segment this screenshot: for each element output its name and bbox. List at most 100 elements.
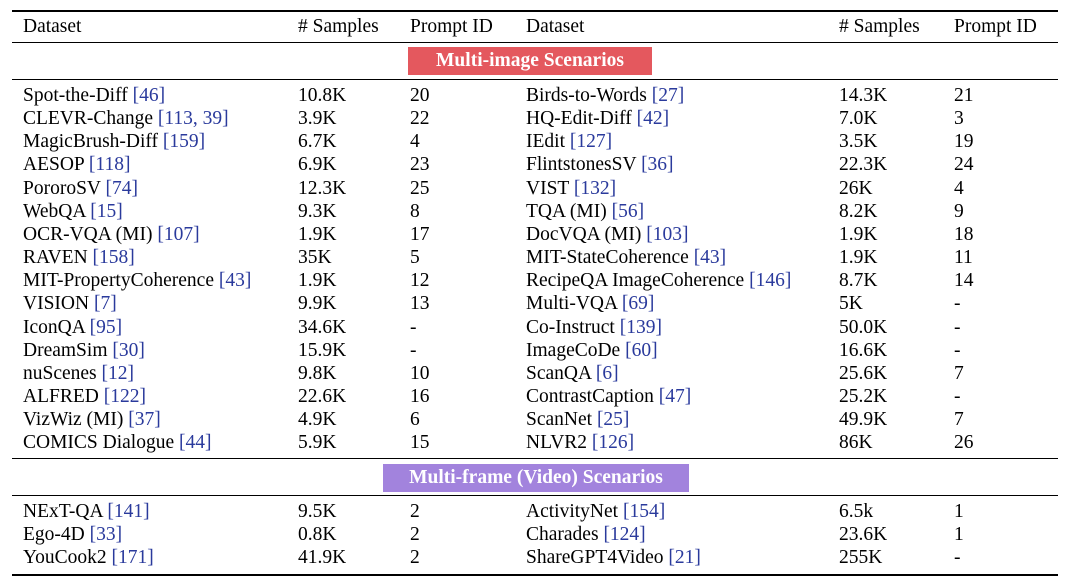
dataset-name-left: DreamSim [30] [23, 339, 145, 362]
dataset-name-right: MIT-StateCoherence [43] [526, 246, 726, 269]
citation-link[interactable]: [107] [157, 224, 200, 245]
prompt-id-right: 19 [954, 131, 974, 152]
citation-link[interactable]: [103] [646, 224, 689, 245]
dataset-label: WebQA [23, 201, 86, 222]
dataset-name-right: ScanQA [6] [526, 362, 619, 385]
section-banner-multi-image: Multi-image Scenarios [408, 47, 652, 75]
citation-link[interactable]: [74] [105, 178, 139, 199]
dataset-name-right: TQA (MI) [56] [526, 200, 644, 223]
citation-link[interactable]: [33] [89, 524, 123, 545]
citation-link[interactable]: [159] [162, 131, 206, 152]
citation-link[interactable]: [132] [573, 178, 617, 199]
citation-link[interactable]: [126] [591, 432, 635, 453]
citation-link[interactable]: [37] [128, 409, 161, 430]
citation-link[interactable]: [171] [111, 547, 154, 568]
dataset-name-right: ContrastCaption [47] [526, 385, 691, 408]
header-samples-left: # Samples [298, 16, 379, 37]
prompt-id-right: - [954, 386, 961, 407]
prompt-id-left: 4 [410, 131, 420, 152]
dataset-label: ShareGPT4Video [526, 547, 664, 568]
prompt-id-right: 7 [954, 363, 964, 384]
dataset-label: AESOP [23, 154, 85, 175]
dataset-name-left: CLEVR-Change [113, 39] [23, 107, 229, 130]
citation-link[interactable]: [36] [641, 154, 674, 175]
dataset-name-left: Spot-the-Diff [46] [23, 84, 165, 107]
citation-link[interactable]: [42] [636, 108, 670, 129]
citation-link[interactable]: [47] [658, 386, 692, 407]
samples-count-left: 10.8K [298, 85, 347, 106]
samples-count-left: 9.8K [298, 363, 337, 384]
dataset-name-right: Co-Instruct [139] [526, 316, 662, 339]
citation-link[interactable]: [124] [603, 524, 646, 545]
prompt-id-right: 9 [954, 201, 964, 222]
dataset-name-right: IEdit [127] [526, 130, 612, 153]
citation-link[interactable]: [139] [619, 317, 662, 338]
samples-count-left: 9.3K [298, 201, 337, 222]
samples-count-right: 16.6K [839, 340, 888, 361]
dataset-label: HQ-Edit-Diff [526, 108, 632, 129]
citation-link[interactable]: [113, 39] [157, 108, 229, 129]
dataset-label: MIT-StateCoherence [526, 247, 689, 268]
citation-link[interactable]: [30] [112, 340, 145, 361]
citation-link[interactable]: [21] [668, 547, 701, 568]
prompt-id-left: 23 [410, 154, 430, 175]
citation-link[interactable]: [69] [621, 293, 655, 314]
citation-link[interactable]: [154] [622, 501, 666, 522]
citation-link[interactable]: [6] [595, 363, 619, 384]
samples-count-right: 6.5k [839, 501, 874, 522]
samples-count-right: 1.9K [839, 224, 878, 245]
citation-link[interactable]: [118] [88, 154, 131, 175]
citation-link[interactable]: [27] [651, 85, 685, 106]
header-rule [12, 42, 1058, 43]
citation-link[interactable]: [56] [611, 201, 645, 222]
section-banner-multi-frame: Multi-frame (Video) Scenarios [383, 464, 689, 492]
citation-link[interactable]: [43] [218, 270, 252, 291]
prompt-id-left: - [410, 340, 417, 361]
prompt-id-right: 11 [954, 247, 973, 268]
prompt-id-left: 16 [410, 386, 430, 407]
citation-link[interactable]: [141] [107, 501, 150, 522]
samples-count-left: 1.9K [298, 270, 337, 291]
samples-count-right: 22.3K [839, 154, 888, 175]
citation-link[interactable]: [146] [749, 270, 792, 291]
prompt-id-right: - [954, 340, 961, 361]
samples-count-left: 0.8K [298, 524, 337, 545]
dataset-label: VizWiz (MI) [23, 409, 124, 430]
citation-link[interactable]: [43] [693, 247, 727, 268]
dataset-name-left: COMICS Dialogue [44] [23, 431, 212, 454]
citation-link[interactable]: [12] [101, 363, 135, 384]
citation-link[interactable]: [158] [92, 247, 135, 268]
citation-link[interactable]: [7] [93, 293, 117, 314]
dataset-label: VIST [526, 178, 569, 199]
citation-link[interactable]: [127] [569, 131, 613, 152]
prompt-id-left: 6 [410, 409, 420, 430]
prompt-id-right: 3 [954, 108, 964, 129]
dataset-name-left: AESOP [118] [23, 153, 130, 176]
citation-link[interactable]: [95] [89, 317, 123, 338]
citation-link[interactable]: [122] [103, 386, 146, 407]
prompt-id-right: 4 [954, 178, 964, 199]
citation-link[interactable]: [15] [90, 201, 123, 222]
dataset-label: OCR-VQA (MI) [23, 224, 153, 245]
samples-count-left: 6.9K [298, 154, 337, 175]
citation-link[interactable]: [44] [179, 432, 212, 453]
citation-link[interactable]: [25] [596, 409, 630, 430]
section-divider-rule [12, 458, 1058, 459]
header-prompt-right: Prompt ID [954, 16, 1037, 37]
prompt-id-right: - [954, 293, 961, 314]
dataset-label: IEdit [526, 131, 565, 152]
top-rule [12, 10, 1058, 12]
samples-count-right: 8.7K [839, 270, 878, 291]
prompt-id-right: 21 [954, 85, 974, 106]
dataset-name-left: IconQA [95] [23, 316, 122, 339]
dataset-name-right: FlintstonesSV [36] [526, 153, 674, 176]
dataset-name-left: YouCook2 [171] [23, 546, 154, 569]
samples-count-left: 15.9K [298, 340, 347, 361]
dataset-name-left: ALFRED [122] [23, 385, 146, 408]
citation-link[interactable]: [60] [625, 340, 658, 361]
dataset-label: Spot-the-Diff [23, 85, 128, 106]
header-prompt-left: Prompt ID [410, 16, 493, 37]
dataset-label: ALFRED [23, 386, 99, 407]
samples-count-left: 5.9K [298, 432, 337, 453]
citation-link[interactable]: [46] [132, 85, 166, 106]
